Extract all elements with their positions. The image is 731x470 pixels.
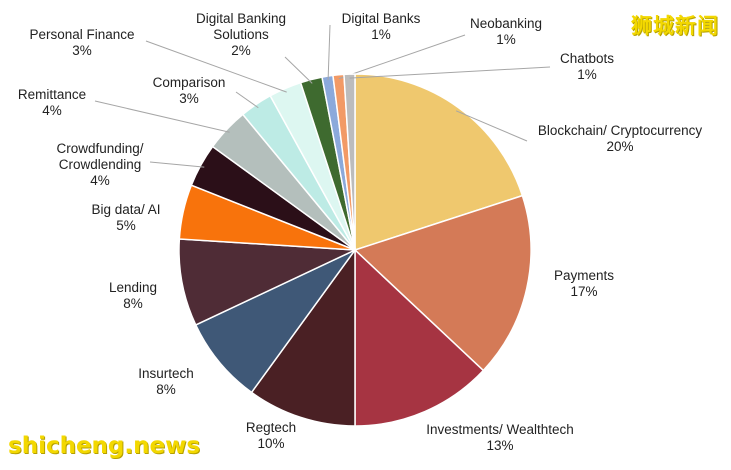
slice-value-label-2: 13% [486, 438, 513, 453]
slice-value-label-14: 1% [577, 67, 597, 82]
watermark-chinese: 狮城新闻 [631, 14, 719, 38]
slice-category-label-0: Blockchain/ Cryptocurrency [538, 123, 703, 138]
leader-line-14 [349, 66, 551, 79]
slice-value-label-7: 4% [90, 173, 110, 188]
slice-category-label-10: Personal Finance [29, 27, 134, 42]
slice-category-label-13: Neobanking [470, 16, 542, 31]
slice-value-label-1: 17% [570, 284, 597, 299]
slice-category-label-7: Crowdfunding/ [56, 141, 143, 156]
slice-value-label-12: 1% [371, 27, 391, 42]
slice-value-label-9: 3% [179, 91, 199, 106]
slice-value-label-0: 20% [606, 139, 633, 154]
slice-value-label-3: 10% [257, 436, 284, 451]
slice-category-label-3: Regtech [246, 420, 296, 435]
slice-category-label-4: Insurtech [138, 366, 194, 381]
slice-category-label-1: Payments [554, 268, 614, 283]
slice-category-label-7: Crowdlending [59, 157, 142, 172]
leader-line-7 [149, 161, 205, 168]
pie-slice-14 [343, 73, 356, 251]
slice-category-label-14: Chatbots [560, 51, 614, 66]
slice-value-label-13: 1% [496, 32, 516, 47]
leader-line-12 [327, 24, 331, 81]
pie-slice-0 [354, 73, 524, 252]
slice-value-label-6: 5% [116, 218, 136, 233]
pie-slice-5 [178, 238, 356, 326]
pie-slice-4 [194, 249, 356, 394]
slice-category-label-5: Lending [109, 280, 157, 295]
slice-value-label-10: 3% [72, 43, 92, 58]
leader-line-10 [145, 40, 287, 93]
slice-value-label-4: 8% [156, 382, 176, 397]
slice-category-label-11: Solutions [213, 27, 269, 42]
leader-line-9 [235, 91, 259, 109]
slice-value-label-5: 8% [123, 296, 143, 311]
pie-slice-2 [354, 248, 485, 427]
slice-value-label-8: 4% [42, 103, 62, 118]
slice-category-label-2: Investments/ Wealthtech [426, 422, 574, 437]
slice-value-label-11: 2% [231, 43, 251, 58]
slice-category-label-11: Digital Banking [196, 11, 286, 26]
slice-category-label-6: Big data/ AI [91, 202, 160, 217]
slice-category-label-12: Digital Banks [342, 11, 421, 26]
leader-line-11 [284, 56, 313, 84]
watermark-site: shicheng.news [8, 433, 201, 459]
slice-category-label-9: Comparison [153, 75, 226, 90]
slice-category-label-8: Remittance [18, 87, 86, 102]
leader-line-13 [338, 34, 466, 80]
leader-line-8 [94, 100, 230, 133]
leader-line-0 [455, 110, 528, 142]
pie-slice-1 [353, 194, 532, 372]
pie-slice-3 [250, 247, 356, 427]
